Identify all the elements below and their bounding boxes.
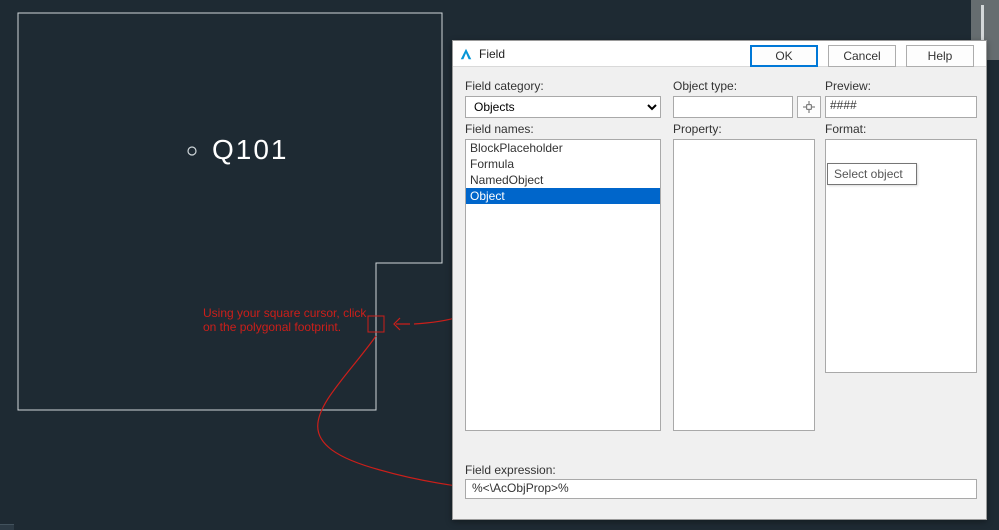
col-category: Field category: Objects Field names: Blo… — [465, 75, 661, 431]
dialog-button-row: OK Cancel Help — [750, 45, 974, 67]
expression-value: %<\AcObjProp>% — [465, 479, 977, 499]
app-icon — [459, 47, 473, 61]
ok-button[interactable]: OK — [750, 45, 818, 67]
bottom-left-decor — [0, 524, 14, 530]
annotation-mid-line2: on the polygonal footprint. — [203, 320, 341, 334]
cancel-button[interactable]: Cancel — [828, 45, 896, 67]
field-category-combo[interactable]: Objects — [465, 96, 661, 118]
help-button[interactable]: Help — [906, 45, 974, 67]
col-preview: Preview: #### Format: — [825, 75, 977, 373]
field-name-item-formula[interactable]: Formula — [466, 156, 660, 172]
object-type-label: Object type: — [673, 79, 821, 93]
field-names-list[interactable]: BlockPlaceholder Formula NamedObject Obj… — [465, 139, 661, 431]
select-object-button[interactable] — [797, 96, 821, 118]
footprint-polyline[interactable] — [18, 13, 442, 410]
expression-label: Field expression: — [465, 463, 556, 477]
field-category-label: Field category: — [465, 79, 661, 93]
format-label: Format: — [825, 122, 977, 136]
property-label: Property: — [673, 122, 821, 136]
room-label: Q101 — [212, 134, 289, 165]
select-object-tooltip: Select object — [827, 163, 917, 185]
field-dialog: Field ✕ Field category: Objects Field na… — [452, 40, 987, 520]
field-name-item-blockplaceholder[interactable]: BlockPlaceholder — [466, 140, 660, 156]
dialog-body: Field category: Objects Field names: Blo… — [453, 67, 986, 75]
room-origin-dot — [188, 147, 196, 155]
annotation-arrow-mid-left — [394, 318, 410, 330]
annotation-mid-line1: Using your square cursor, click — [203, 306, 367, 320]
field-name-item-namedobject[interactable]: NamedObject — [466, 172, 660, 188]
preview-label: Preview: — [825, 79, 977, 93]
property-list[interactable] — [673, 139, 815, 431]
preview-value: #### — [825, 96, 977, 118]
field-names-label: Field names: — [465, 122, 661, 136]
object-type-value — [673, 96, 793, 118]
field-name-item-object[interactable]: Object — [466, 188, 660, 204]
col-object-type: Object type: Property: — [673, 75, 821, 431]
crosshair-icon — [803, 101, 815, 113]
